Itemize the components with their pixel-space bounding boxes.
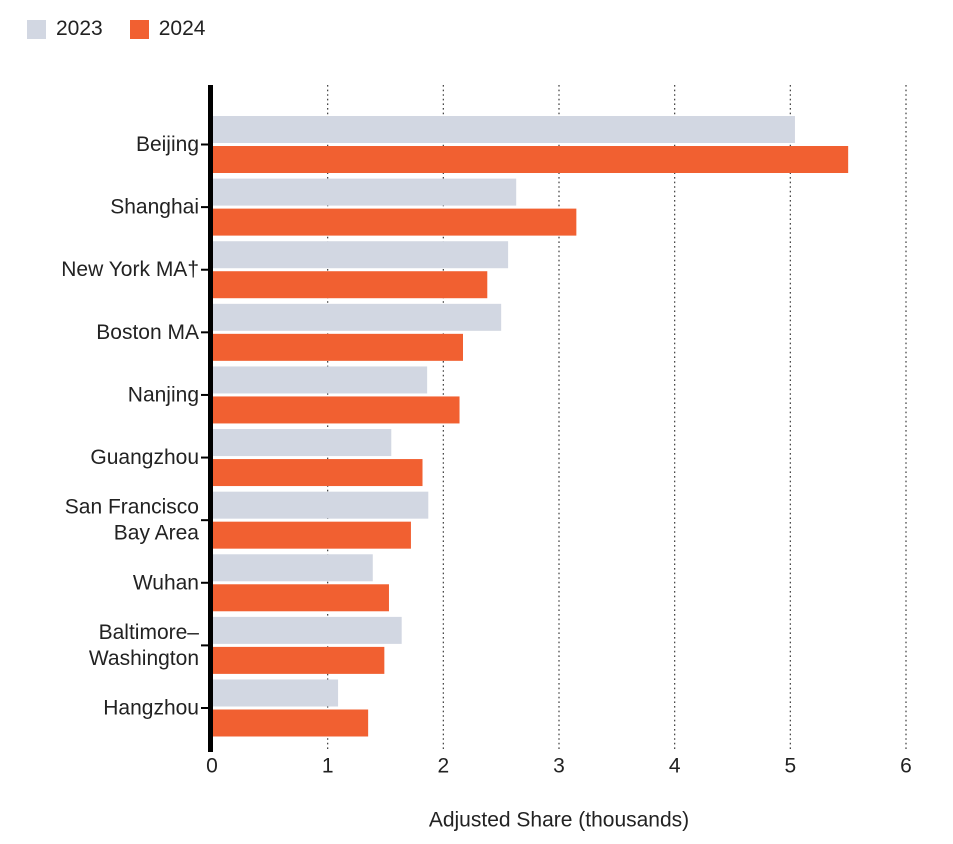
- bar-2024: [212, 333, 463, 361]
- bar-2024: [212, 584, 389, 612]
- bar-2024: [212, 208, 577, 236]
- x-tick-label: 0: [206, 755, 218, 778]
- legend-label-2023: 2023: [56, 17, 103, 40]
- x-tick-label: 5: [784, 755, 796, 778]
- bar-2023: [212, 178, 517, 206]
- bar-2024: [212, 396, 460, 424]
- y-axis-line: [208, 85, 213, 752]
- bar-2024: [212, 271, 488, 299]
- category-label: Washington: [89, 647, 199, 670]
- bar-2024: [212, 459, 423, 487]
- category-label: New York MA†: [61, 258, 199, 281]
- category-label: Hangzhou: [103, 697, 199, 720]
- x-tick-label: 6: [900, 755, 912, 778]
- category-label: Guangzhou: [90, 446, 199, 469]
- bar-2023: [212, 616, 402, 644]
- chart-legend: 2023 2024: [27, 17, 205, 41]
- bar-2024: [212, 521, 411, 549]
- x-tick-label: 3: [553, 755, 565, 778]
- bar-2023: [212, 241, 509, 269]
- x-tick-label: 2: [437, 755, 449, 778]
- bar-2023: [212, 491, 429, 519]
- category-label: Bay Area: [114, 522, 200, 545]
- legend-swatch-2023-icon: [27, 19, 46, 39]
- bar-2023: [212, 366, 428, 394]
- bar-2023: [212, 116, 795, 143]
- bar-2024: [212, 709, 369, 737]
- legend-item-2024: 2024: [129, 17, 206, 41]
- category-label: San Francisco: [65, 496, 199, 519]
- legend-label-2024: 2024: [158, 17, 206, 40]
- bar-2024: [212, 646, 385, 674]
- legend-item-2023: 2023: [27, 17, 103, 41]
- bar-2024: [212, 146, 849, 173]
- bar-2023: [212, 554, 373, 582]
- legend-swatch-2024-icon: [129, 19, 149, 39]
- category-label: Boston MA: [96, 321, 199, 344]
- category-label: Wuhan: [133, 571, 199, 594]
- category-label: Baltimore–: [99, 621, 200, 644]
- x-tick-label: 1: [322, 755, 334, 778]
- x-tick-label: 4: [669, 755, 681, 778]
- bar-2023: [212, 429, 392, 457]
- bar-2023: [212, 679, 339, 707]
- category-label: Nanjing: [128, 383, 199, 406]
- bar-2023: [212, 303, 502, 331]
- category-label: Beijing: [136, 133, 199, 156]
- x-axis-title: Adjusted Share (thousands): [429, 809, 689, 832]
- category-label: Shanghai: [110, 196, 199, 219]
